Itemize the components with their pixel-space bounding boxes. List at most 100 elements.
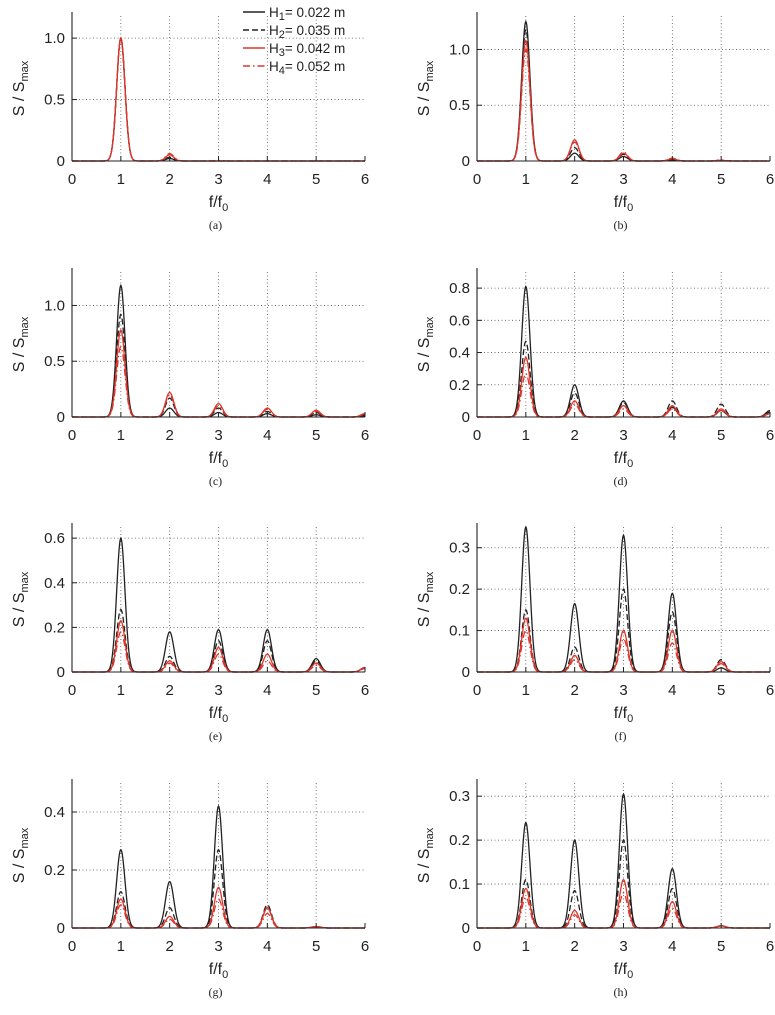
series-line-h1 [477, 285, 771, 418]
y-tick-label: 0 [57, 664, 65, 681]
x-tick-label: 4 [263, 171, 271, 188]
x-tick-label: 0 [68, 938, 76, 955]
legend-label-h1: H1= 0.022 m [269, 5, 345, 23]
y-tick-label: 0 [462, 153, 470, 170]
chart-panel-h: 0 1 2 3 4 5 6 0 0.1 0.2 0.3 f/f0 S / Smax (h) [416, 779, 774, 999]
x-tick-label: 0 [473, 171, 481, 188]
panel-caption: (g) [209, 985, 223, 999]
chart-panel-a: 0 1 2 3 4 5 6 0 0.5 1.0 f/f0 S / Smax (a) [11, 12, 369, 232]
x-tick-label: 2 [165, 682, 173, 699]
x-tick-label: 5 [312, 682, 320, 699]
series-line-h4 [477, 629, 770, 673]
series-line-h3 [477, 356, 771, 418]
x-tick-label: 1 [117, 938, 125, 955]
y-tick-label: 0 [57, 409, 65, 426]
x-tick-label: 2 [570, 682, 578, 699]
y-axis-label: S / Smax [11, 316, 31, 372]
series-line-h2 [477, 340, 771, 418]
y-tick-label: 0.5 [44, 92, 65, 109]
x-axis-label: f/f0 [209, 194, 228, 214]
y-tick-label: 0.2 [44, 862, 65, 879]
x-axis-label: f/f0 [614, 450, 633, 470]
x-tick-label: 6 [361, 682, 369, 699]
panel-caption: (e) [209, 729, 222, 743]
y-tick-label: 0.2 [449, 581, 470, 598]
x-axis-label: f/f0 [614, 705, 633, 725]
x-tick-label: 0 [473, 682, 481, 699]
y-tick-label: 0.1 [449, 876, 470, 893]
series-line-h4 [72, 345, 366, 418]
panel-caption: (b) [614, 218, 628, 232]
x-tick-label: 3 [214, 427, 222, 444]
series-line-h2 [72, 313, 366, 418]
y-tick-label: 0.2 [44, 619, 65, 636]
x-tick-label: 2 [165, 427, 173, 444]
y-tick-label: 0 [462, 409, 470, 426]
y-tick-label: 0 [57, 920, 65, 937]
y-tick-label: 0.3 [449, 540, 470, 557]
y-axis-label: S / Smax [416, 571, 436, 627]
chart-panel-g: 0 1 2 3 4 5 6 0 0.2 0.4 f/f0 S / Smax (g) [11, 779, 369, 999]
x-tick-label: 1 [522, 682, 530, 699]
legend-label-h2: H2= 0.035 m [269, 23, 345, 41]
x-tick-label: 5 [717, 938, 725, 955]
y-tick-label: 0.2 [449, 377, 470, 394]
x-tick-label: 5 [717, 171, 725, 188]
y-tick-label: 0.5 [44, 353, 65, 370]
y-tick-label: 0.3 [449, 788, 470, 805]
x-tick-label: 0 [473, 938, 481, 955]
x-tick-label: 6 [766, 427, 774, 444]
chart-panel-c: 0 1 2 3 4 5 6 0 0.5 1.0 f/f0 S / Smax (c) [11, 268, 369, 488]
series-line-h4 [477, 372, 771, 418]
series-line-h2 [72, 848, 365, 929]
y-axis-label: S / Smax [416, 60, 436, 116]
x-tick-label: 6 [766, 682, 774, 699]
series-line-h3 [477, 617, 770, 673]
series-line-h4 [477, 48, 770, 162]
y-tick-label: 0.5 [449, 97, 470, 114]
x-tick-label: 4 [263, 938, 271, 955]
x-tick-label: 6 [361, 938, 369, 955]
series-line-h1 [72, 536, 366, 673]
y-tick-label: 0.4 [44, 575, 65, 592]
x-tick-label: 2 [165, 171, 173, 188]
legend-label-h4: H4= 0.052 m [269, 59, 345, 77]
x-tick-label: 1 [117, 171, 125, 188]
x-tick-label: 0 [68, 682, 76, 699]
x-tick-label: 0 [473, 427, 481, 444]
panel-caption: (c) [209, 474, 222, 488]
x-tick-label: 5 [312, 938, 320, 955]
y-tick-label: 0.6 [449, 312, 470, 329]
chart-panel-f: 0 1 2 3 4 5 6 0 0.1 0.2 0.3 f/f0 S / Smax (f) [416, 523, 774, 743]
x-tick-label: 0 [68, 427, 76, 444]
y-tick-label: 1.0 [44, 297, 65, 314]
series-line-h4 [477, 892, 770, 929]
y-axis-label: S / Smax [11, 571, 31, 627]
x-tick-label: 3 [214, 682, 222, 699]
x-tick-label: 3 [619, 427, 627, 444]
x-tick-label: 1 [522, 171, 530, 188]
y-tick-label: 0 [462, 920, 470, 937]
x-tick-label: 4 [263, 682, 271, 699]
x-tick-label: 3 [214, 171, 222, 188]
series-line-h2 [477, 588, 770, 673]
y-tick-label: 0 [462, 664, 470, 681]
x-tick-label: 2 [165, 938, 173, 955]
panel-caption: (a) [209, 218, 222, 232]
x-tick-label: 4 [668, 171, 676, 188]
y-tick-label: 0.4 [44, 804, 65, 821]
y-tick-label: 0 [57, 153, 65, 170]
x-axis-label: f/f0 [209, 450, 228, 470]
series-line-h3 [477, 878, 770, 929]
x-tick-label: 1 [522, 427, 530, 444]
legend-label-h3: H3= 0.042 m [269, 41, 345, 59]
series-line-h3 [72, 328, 366, 418]
x-tick-label: 5 [312, 427, 320, 444]
legend: H1= 0.022 mH2= 0.035 mH3= 0.042 mH4= 0.0… [243, 5, 345, 77]
x-tick-label: 6 [766, 938, 774, 955]
x-tick-label: 4 [263, 427, 271, 444]
x-axis-label: f/f0 [614, 194, 633, 214]
series-line-h2 [72, 608, 366, 673]
panel-caption: (f) [615, 729, 627, 743]
